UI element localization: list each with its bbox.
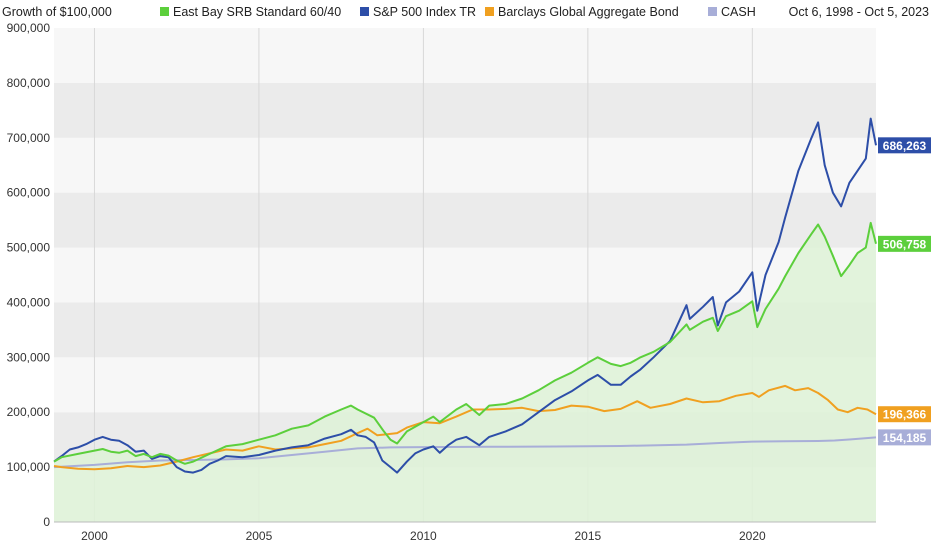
chart-title: Growth of $100,000 — [2, 5, 112, 19]
legend-swatch — [485, 7, 494, 16]
legend-item: Barclays Global Aggregate Bond — [485, 5, 679, 19]
end-label: 506,758 — [878, 235, 931, 252]
x-axis: 2000 2005 2010 2015 2020 — [54, 521, 876, 543]
x-tick-label: 2000 — [81, 529, 108, 543]
series-line — [53, 221, 877, 465]
legend-item: S&P 500 Index TR — [360, 5, 476, 19]
y-tick-label: 0 — [43, 515, 50, 529]
end-label: 196,366 — [878, 406, 931, 423]
series-line — [53, 384, 877, 471]
series-line — [53, 117, 877, 474]
end-label-box — [878, 235, 931, 252]
background-band — [54, 192, 876, 248]
legend: East Bay SRB Standard 60/40 S&P 500 Index… — [160, 5, 756, 19]
y-tick-label: 800,000 — [7, 76, 51, 90]
y-tick-label: 700,000 — [7, 131, 51, 145]
y-tick-label: 500,000 — [7, 241, 51, 255]
legend-label: S&P 500 Index TR — [373, 5, 476, 19]
end-value-labels: 506,758 686,263 196,366 154,185 — [878, 137, 931, 446]
x-tick-label: 2020 — [739, 529, 766, 543]
y-tick-label: 600,000 — [7, 186, 51, 200]
legend-item: CASH — [708, 5, 756, 19]
legend-swatch — [360, 7, 369, 16]
end-label-text: 686,263 — [883, 139, 927, 153]
end-label-box — [878, 406, 931, 423]
legend-swatch — [708, 7, 717, 16]
background-band — [54, 247, 876, 303]
y-tick-label: 300,000 — [7, 350, 51, 364]
legend-label: Barclays Global Aggregate Bond — [498, 5, 679, 19]
y-axis: 0 100,000 200,000 300,000 400,000 500,000 600,… — [7, 21, 51, 529]
end-label-text: 154,185 — [883, 431, 927, 445]
end-label-box — [878, 429, 931, 446]
legend-label: CASH — [721, 5, 756, 19]
end-label-text: 196,366 — [883, 408, 927, 422]
x-tick-label: 2010 — [410, 529, 437, 543]
background-band — [54, 28, 876, 83]
legend-label: East Bay SRB Standard 60/40 — [173, 5, 341, 19]
y-tick-label: 900,000 — [7, 21, 51, 35]
legend-swatch — [160, 7, 169, 16]
y-tick-label: 100,000 — [7, 460, 51, 474]
background-band — [54, 82, 876, 138]
background-band — [54, 137, 876, 193]
date-range: Oct 6, 1998 - Oct 5, 2023 — [789, 5, 929, 19]
end-label: 154,185 — [878, 429, 931, 446]
y-tick-label: 400,000 — [7, 295, 51, 309]
end-label-box — [878, 137, 931, 154]
y-tick-label: 200,000 — [7, 405, 51, 419]
end-label-text: 506,758 — [883, 237, 927, 251]
x-tick-label: 2015 — [575, 529, 602, 543]
x-tick-label: 2005 — [246, 529, 273, 543]
end-label: 686,263 — [878, 137, 931, 154]
legend-item: East Bay SRB Standard 60/40 — [160, 5, 341, 19]
series-lines — [53, 117, 877, 474]
